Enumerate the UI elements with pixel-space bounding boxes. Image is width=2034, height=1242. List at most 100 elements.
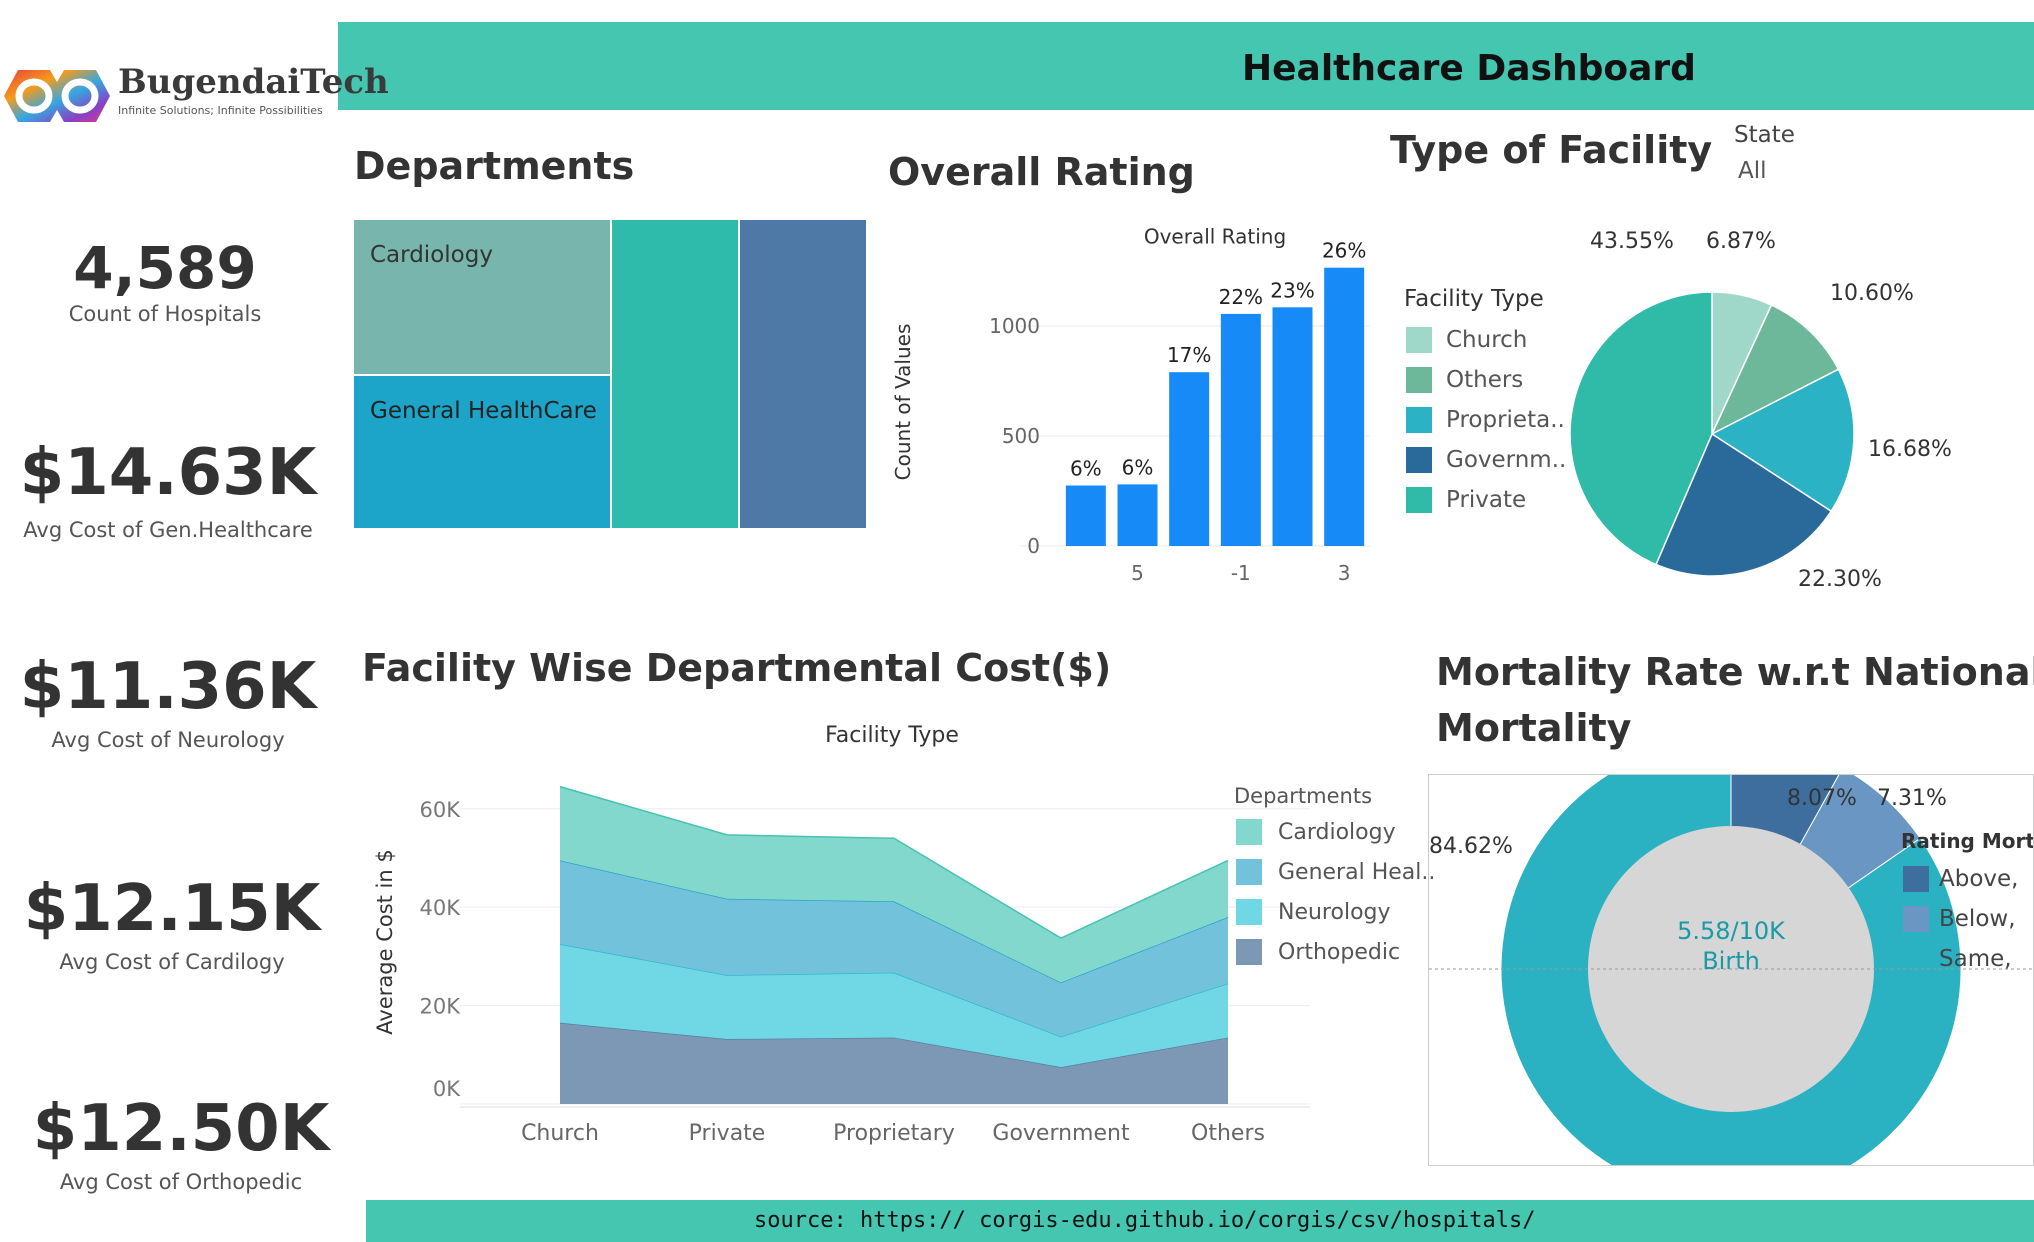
dashboard-title: Healthcare Dashboard [1242,48,1696,89]
facility-legend-title: Facility Type [1404,286,1544,312]
x-tick-label: Church [521,1121,599,1146]
header-bar [338,22,2034,110]
rating-bar [1272,307,1313,546]
treemap-orthopedic[interactable] [740,220,866,528]
rating-bar [1169,372,1210,546]
pie-slice [1710,304,1840,436]
legend-swatch [1236,939,1262,965]
cost-legend-title: Departments [1234,784,1373,808]
legend-item[interactable]: Church [1406,320,1566,360]
facility-pie-chart: 6.87% 10.60% 16.68% 22.30% 43.55% [1569,229,1952,592]
legend-item[interactable]: General Heal.. [1236,852,1435,892]
bar-data-label: 22% [1219,285,1263,309]
treemap-label: General HealthCare [370,398,597,424]
legend-swatch [1236,899,1262,925]
legend-item[interactable]: Above, [1903,859,2018,899]
x-tick-label: Private [689,1121,766,1146]
treemap-general-healthcare[interactable]: General HealthCare [354,376,610,528]
bar-data-label: 6% [1070,457,1102,481]
donut-center-value: 5.58/10K [1677,917,1786,945]
treemap-cardiology[interactable]: Cardiology [354,220,610,374]
x-tick-label: Government [992,1121,1130,1146]
bar-data-label: 6% [1122,455,1154,479]
legend-item[interactable]: Others [1406,360,1566,400]
kpi-orthopedic-cost: $12.50K Avg Cost of Orthopedic [0,1092,362,1194]
legend-swatch [1406,447,1432,473]
legend-swatch [1236,819,1262,845]
logo-tagline: Infinite Solutions; Infinite Possibiliti… [118,104,323,117]
kpi-value: 4,589 [73,234,257,302]
chart-title: Facility Type [825,723,959,748]
mortality-panel: 5.58/10K Birth 8.07% 7.31% 84.62% Rating Mor… [1428,774,2034,1166]
legend-label: General Heal.. [1278,859,1436,885]
x-tick-label: Proprietary [833,1121,955,1146]
kpi-gen-healthcare-cost: $14.63K Avg Cost of Gen.Healthcare [0,436,336,542]
legend-swatch [1406,487,1432,513]
kpi-cardiology-cost: $12.15K Avg Cost of Cardilogy [0,872,344,974]
y-tick-label: 500 [1002,424,1040,448]
legend-item[interactable]: Neurology [1236,892,1435,932]
cost-title: Facility Wise Departmental Cost($) [362,646,1112,690]
x-tick-label: -1 [1231,561,1251,585]
legend-item[interactable]: Private [1406,480,1566,520]
y-axis-label: Average Cost in $ [373,849,397,1034]
legend-label: Church [1446,327,1528,353]
legend-label: Orthopedic [1278,939,1401,965]
rating-bar [1117,484,1158,546]
chart-title: Overall Rating [1144,225,1286,249]
donut-center-unit: Birth [1702,947,1760,975]
y-tick-label: 1000 [989,314,1040,338]
legend-item[interactable]: Proprieta.. [1406,400,1566,440]
mortality-title-line2: Mortality [1436,706,1632,750]
legend-item[interactable]: Below, [1903,899,2018,939]
kpi-value: $11.36K [19,650,317,724]
kpi-label: Avg Cost of Gen.Healthcare [23,518,313,542]
overall-rating-title: Overall Rating [888,150,1195,194]
legend-swatch [1903,866,1929,892]
x-tick-label: 3 [1338,561,1351,585]
state-filter-value[interactable]: All [1738,158,1767,184]
pie-data-label: 6.87% [1706,229,1776,254]
area-band [560,860,1228,1037]
state-filter-label: State [1734,122,1795,148]
legend-swatch [1406,407,1432,433]
area-line [559,785,1229,940]
legend-label: Cardiology [1278,819,1396,845]
legend-label: Above, [1939,866,2019,892]
y-tick-label: 40K [420,896,462,920]
kpi-value: $14.63K [19,436,317,510]
mortality-legend: Above, Below, Same, [1903,859,2018,979]
y-tick-label: 0K [433,1077,461,1101]
logo-name: BugendaiTech [118,62,389,102]
bar-data-label: 17% [1167,343,1211,367]
legend-item[interactable]: Cardiology [1236,812,1435,852]
kpi-value: $12.15K [23,872,321,946]
legend-item[interactable]: Same, [1903,939,2018,979]
rating-bar [1065,485,1106,546]
rating-bar [1220,313,1261,546]
overall-rating-chart: Overall Rating Count of Values 1000 500 0 6% 6… [891,225,1370,585]
rating-bar [1324,267,1365,546]
y-tick-label: 20K [420,995,462,1019]
donut-data-label: 84.62% [1429,834,1513,859]
cost-area-chart: Facility Type Average Cost in $ 60K 40K 20K 0… [373,723,1310,1146]
legend-swatch [1406,367,1432,393]
bar-data-label: 26% [1322,239,1366,263]
source-link[interactable]: source: https:// corgis-edu.github.io/co… [754,1208,1536,1233]
legend-label: Private [1446,487,1527,513]
legend-label: Below, [1939,906,2016,932]
pie-slice [1569,291,1713,566]
x-tick-label: Others [1191,1121,1265,1146]
logo-infinity-icon [4,70,110,122]
kpi-neurology-cost: $11.36K Avg Cost of Neurology [0,650,336,752]
cost-legend: Cardiology General Heal.. Neurology Orth… [1236,812,1435,972]
treemap-neurology[interactable] [612,220,738,528]
donut-data-label: 8.07% [1787,786,1857,811]
pie-slice [1710,368,1855,513]
departments-title: Departments [354,144,635,188]
legend-label: Proprieta.. [1446,407,1565,433]
kpi-label: Avg Cost of Neurology [51,728,285,752]
legend-item[interactable]: Governm.. [1406,440,1566,480]
legend-item[interactable]: Orthopedic [1236,932,1435,972]
